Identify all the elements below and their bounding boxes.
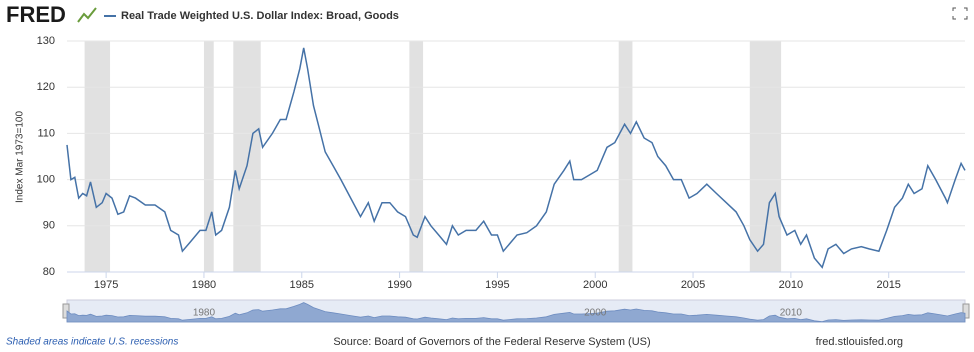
navigator-tick-label: 2010	[780, 308, 803, 319]
recession-note[interactable]: Shaded areas indicate U.S. recessions	[6, 337, 178, 348]
x-tick-label: 1980	[192, 279, 216, 291]
series-line	[66, 47, 966, 269]
y-tick-label: 110	[37, 127, 55, 139]
y-tick-label: 80	[43, 266, 55, 278]
site[interactable]: fred.stlouisfed.org	[816, 336, 903, 348]
x-tick-label: 1985	[290, 279, 314, 291]
y-tick-label: 90	[43, 220, 55, 232]
x-tick-label: 1995	[485, 279, 509, 291]
x-tick-label: 1990	[387, 279, 411, 291]
logo: FRED	[6, 2, 66, 27]
x-tick-label: 2015	[876, 279, 900, 291]
x-tick-label: 2010	[779, 279, 803, 291]
recession-band	[618, 41, 633, 272]
legend-label: Real Trade Weighted U.S. Dollar Index: B…	[121, 10, 399, 22]
recession-band	[749, 41, 782, 272]
navigator-tick-label: 2000	[584, 308, 607, 319]
x-tick-label: 2005	[681, 279, 705, 291]
navigator-tick-label: 1980	[193, 308, 216, 319]
navigator-handle[interactable]	[962, 303, 970, 319]
source: Source: Board of Governors of the Federa…	[333, 336, 650, 348]
recession-band	[84, 41, 111, 272]
recession-band	[203, 41, 214, 272]
y-tick-label: 100	[37, 174, 55, 186]
navigator-line	[66, 302, 966, 323]
logo-icon	[77, 7, 97, 23]
x-tick-label: 2000	[583, 279, 607, 291]
fullscreen-icon[interactable]	[952, 7, 968, 20]
recession-band	[409, 41, 424, 272]
y-tick-label: 120	[37, 81, 55, 93]
x-tick-label: 1975	[94, 279, 118, 291]
y-tick-label: 130	[37, 35, 55, 47]
navigator-handle[interactable]	[62, 303, 70, 319]
y-axis-label: Index Mar 1973=100	[15, 111, 26, 203]
recession-band	[233, 41, 261, 272]
